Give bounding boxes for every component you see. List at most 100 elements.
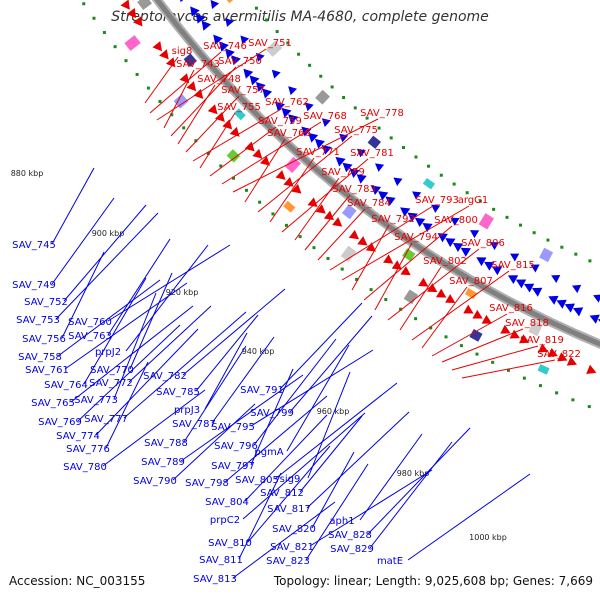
reverse-gene-arrow <box>476 257 487 267</box>
reverse-gene-label: SAV_812 <box>260 488 304 499</box>
reverse-gene-label: SAV_777 <box>84 414 128 425</box>
reverse-gene-label: SAV_787 <box>172 419 216 430</box>
reverse-leader-line <box>51 167 95 245</box>
forward-gene-label: SAV_778 <box>360 108 404 119</box>
reverse-leader-line <box>289 315 373 413</box>
gc-tick <box>258 200 262 204</box>
reverse-gene-label: SAV_798 <box>185 478 229 489</box>
reverse-leader-line <box>309 469 433 547</box>
reverse-gene-arrow <box>178 0 189 3</box>
forward-gene-label: SAV_757 <box>221 85 265 96</box>
feature-box <box>478 213 494 230</box>
forward-leader-line <box>374 242 413 311</box>
gc-tick <box>330 85 334 89</box>
reverse-gene-label: SAV_810 <box>208 538 252 549</box>
reverse-gene-arrow <box>491 266 503 276</box>
gc-tick <box>146 86 150 90</box>
forward-gene-label: SAV_779 <box>321 167 365 178</box>
gc-tick <box>340 267 344 271</box>
reverse-gene-arrow <box>288 114 299 125</box>
reverse-gene-arrow <box>225 48 235 59</box>
reverse-leader-line <box>183 345 247 443</box>
reverse-gene-arrow <box>262 88 273 99</box>
forward-gene-label: SAV_819 <box>520 335 564 346</box>
reverse-gene-label: SAV_791 <box>240 385 284 396</box>
gc-tick <box>384 298 388 302</box>
reverse-gene-label: SAV_789 <box>141 457 185 468</box>
reverse-leader-line <box>128 305 212 383</box>
reverse-leader-line <box>311 451 355 529</box>
reverse-gene-arrow <box>219 41 229 52</box>
accession-label: Accession: NC_003155 <box>9 574 146 588</box>
forward-leader-line <box>232 118 379 193</box>
forward-leader-line <box>144 56 179 104</box>
gc-tick <box>232 176 236 180</box>
forward-leader-line <box>431 313 508 357</box>
forward-gene-label: SAV_794 <box>394 232 438 243</box>
reverse-gene-arrow <box>507 275 519 285</box>
reverse-leader-line <box>242 412 366 520</box>
reverse-gene-label: SAV_823 <box>266 556 310 567</box>
gc-tick <box>254 6 258 10</box>
reverse-leader-line <box>172 403 256 481</box>
gc-tick <box>182 126 186 130</box>
reverse-gene-arrow <box>243 68 254 79</box>
forward-gene-label: SAV_762 <box>265 97 309 108</box>
reverse-gene-arrow <box>412 191 422 200</box>
gc-tick <box>102 31 106 35</box>
forward-gene-arrow <box>519 334 530 344</box>
forward-gene-arrow <box>427 283 438 293</box>
reverse-leader-line <box>359 433 423 521</box>
reverse-gene-label: prpJ3 <box>174 405 200 416</box>
reverse-gene-label: SAV_752 <box>24 297 68 308</box>
forward-leader-line <box>363 225 453 301</box>
gc-tick <box>506 368 510 372</box>
reverse-gene-arrow <box>213 34 223 45</box>
scale-label: 980 kbp <box>397 469 430 478</box>
reverse-gene-label: SAV_756 <box>22 334 66 345</box>
reverse-gene-label: SAV_817 <box>267 504 311 515</box>
forward-gene-label: SAV_800 <box>434 215 478 226</box>
forward-gene-arrow <box>307 197 318 208</box>
genome-summary: Topology: linear; Length: 9,025,608 bp; … <box>273 574 593 588</box>
feature-box <box>539 247 554 263</box>
reverse-leader-line <box>307 371 351 479</box>
reverse-leader-line <box>64 282 188 370</box>
reverse-gene-label: SAV_769 <box>38 417 82 428</box>
reverse-leader-line <box>195 314 259 392</box>
reverse-leader-line <box>51 197 115 285</box>
gc-tick <box>297 52 301 56</box>
reverse-gene-label: SAV_772 <box>89 378 133 389</box>
scale-label: 880 kbp <box>11 169 44 178</box>
forward-leader-line <box>451 345 539 371</box>
gc-tick <box>588 259 592 263</box>
scale-label: 1000 kbp <box>469 533 507 542</box>
gc-tick <box>491 360 495 364</box>
reverse-gene-label: aph1 <box>329 516 354 527</box>
forward-gene-label: argG1 <box>458 195 489 206</box>
gc-tick <box>265 18 269 22</box>
gc-tick <box>298 235 302 239</box>
forward-gene-arrow <box>472 309 483 319</box>
gc-tick <box>369 288 373 292</box>
forward-leader-line <box>441 328 524 363</box>
forward-leader-line <box>351 224 390 291</box>
reverse-gene-label: SAV_804 <box>205 497 249 508</box>
forward-gene-arrow <box>252 148 263 159</box>
feature-box <box>222 0 235 4</box>
gc-tick <box>399 307 403 311</box>
reverse-leader-line <box>123 311 247 419</box>
reverse-gene-label: pgmA <box>254 447 283 458</box>
gc-tick <box>546 238 550 242</box>
reverse-leader-line <box>286 344 350 452</box>
gc-tick <box>284 223 288 227</box>
reverse-leader-line <box>367 427 471 535</box>
reverse-leader-line <box>250 349 374 427</box>
gc-tick <box>444 335 448 339</box>
reverse-gene-arrow <box>255 81 266 92</box>
reverse-gene-arrow <box>593 294 600 303</box>
reverse-gene-arrow <box>532 287 543 297</box>
scale-label: 960 kbp <box>317 407 350 416</box>
reverse-gene-label: SAV_813 <box>193 574 237 585</box>
